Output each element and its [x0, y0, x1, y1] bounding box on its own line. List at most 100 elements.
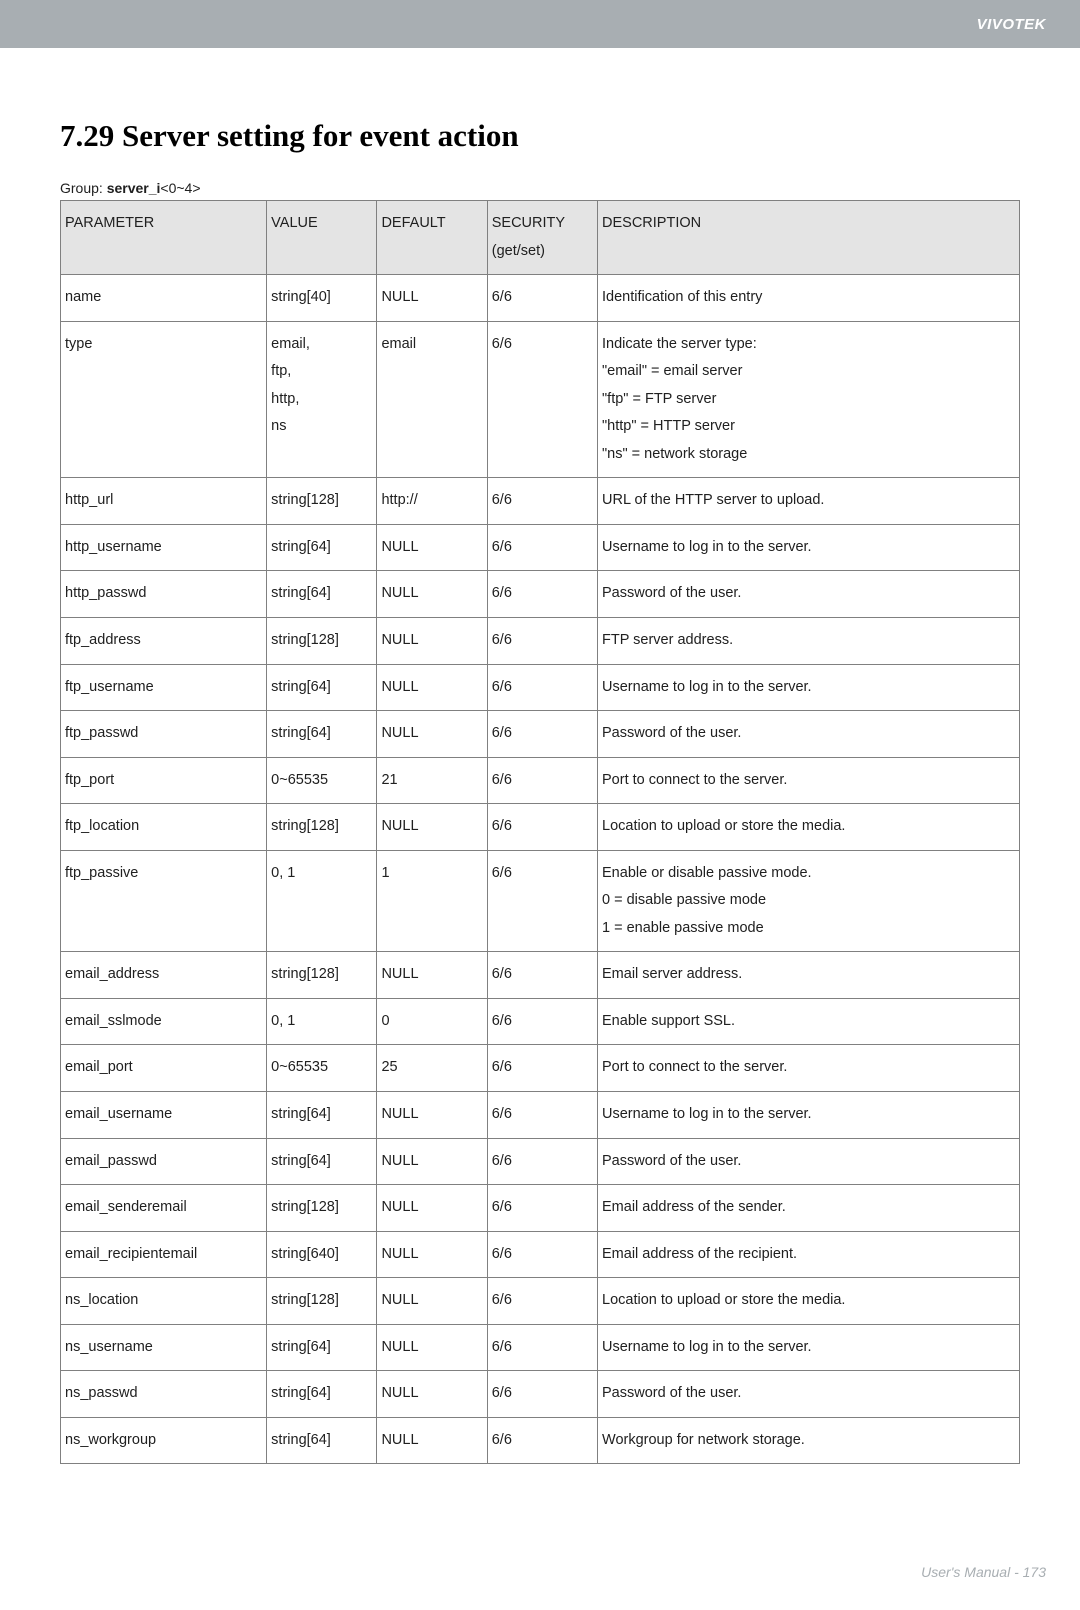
col-parameter: PARAMETER	[61, 201, 267, 275]
cell-security: 6/6	[487, 275, 597, 322]
cell-parameter: email_passwd	[61, 1138, 267, 1185]
group-name: server_i	[107, 180, 161, 196]
cell-parameter: ns_username	[61, 1324, 267, 1371]
cell-security: 6/6	[487, 1371, 597, 1418]
group-suffix: <0~4>	[160, 180, 200, 196]
cell-default: 25	[377, 1045, 487, 1092]
cell-description: FTP server address.	[598, 618, 1020, 665]
cell-description: Password of the user.	[598, 1138, 1020, 1185]
brand-label: VIVOTEK	[977, 16, 1046, 33]
cell-value: string[64]	[267, 524, 377, 571]
cell-security: 6/6	[487, 524, 597, 571]
table-body: namestring[40]NULL6/6Identification of t…	[61, 275, 1020, 1464]
cell-parameter: type	[61, 321, 267, 478]
cell-value: string[64]	[267, 1324, 377, 1371]
cell-security: 6/6	[487, 571, 597, 618]
cell-description: Enable or disable passive mode.0 = disab…	[598, 850, 1020, 952]
col-security: SECURITY(get/set)	[487, 201, 597, 275]
cell-description: Username to log in to the server.	[598, 664, 1020, 711]
cell-value: string[64]	[267, 664, 377, 711]
cell-value: string[128]	[267, 1278, 377, 1325]
cell-description: URL of the HTTP server to upload.	[598, 478, 1020, 525]
cell-default: NULL	[377, 804, 487, 851]
cell-security: 6/6	[487, 618, 597, 665]
cell-security: 6/6	[487, 1185, 597, 1232]
cell-value: 0~65535	[267, 1045, 377, 1092]
cell-parameter: ns_passwd	[61, 1371, 267, 1418]
cell-security: 6/6	[487, 1045, 597, 1092]
cell-parameter: email_senderemail	[61, 1185, 267, 1232]
table-row: http_passwdstring[64]NULL6/6Password of …	[61, 571, 1020, 618]
cell-parameter: email_sslmode	[61, 998, 267, 1045]
cell-description: Location to upload or store the media.	[598, 804, 1020, 851]
table-row: ns_usernamestring[64]NULL6/6Username to …	[61, 1324, 1020, 1371]
cell-security: 6/6	[487, 664, 597, 711]
table-row: ftp_usernamestring[64]NULL6/6Username to…	[61, 664, 1020, 711]
table-row: email_port0~65535256/6Port to connect to…	[61, 1045, 1020, 1092]
cell-default: NULL	[377, 1092, 487, 1139]
table-row: http_usernamestring[64]NULL6/6Username t…	[61, 524, 1020, 571]
cell-security: 6/6	[487, 478, 597, 525]
cell-default: NULL	[377, 1231, 487, 1278]
cell-parameter: ftp_address	[61, 618, 267, 665]
cell-description: Workgroup for network storage.	[598, 1417, 1020, 1464]
cell-security: 6/6	[487, 1138, 597, 1185]
cell-parameter: email_username	[61, 1092, 267, 1139]
table-row: email_sslmode0, 106/6Enable support SSL.	[61, 998, 1020, 1045]
cell-value: string[128]	[267, 952, 377, 999]
cell-parameter: http_username	[61, 524, 267, 571]
cell-parameter: email_recipientemail	[61, 1231, 267, 1278]
cell-description: Port to connect to the server.	[598, 1045, 1020, 1092]
cell-value: string[40]	[267, 275, 377, 322]
table-row: ns_workgroupstring[64]NULL6/6Workgroup f…	[61, 1417, 1020, 1464]
cell-parameter: ftp_username	[61, 664, 267, 711]
section-title: 7.29 Server setting for event action	[60, 118, 1020, 154]
cell-value: string[128]	[267, 1185, 377, 1232]
cell-value: string[128]	[267, 804, 377, 851]
cell-security: 6/6	[487, 850, 597, 952]
table-row: ftp_port0~65535216/6Port to connect to t…	[61, 757, 1020, 804]
cell-default: NULL	[377, 275, 487, 322]
cell-description: Password of the user.	[598, 571, 1020, 618]
table-row: email_usernamestring[64]NULL6/6Username …	[61, 1092, 1020, 1139]
table-row: namestring[40]NULL6/6Identification of t…	[61, 275, 1020, 322]
cell-parameter: name	[61, 275, 267, 322]
col-default: DEFAULT	[377, 201, 487, 275]
cell-security: 6/6	[487, 998, 597, 1045]
cell-value: string[64]	[267, 711, 377, 758]
cell-value: string[64]	[267, 1092, 377, 1139]
cell-value: email,ftp,http,ns	[267, 321, 377, 478]
col-description: DESCRIPTION	[598, 201, 1020, 275]
cell-security: 6/6	[487, 804, 597, 851]
cell-default: NULL	[377, 618, 487, 665]
cell-security: 6/6	[487, 1417, 597, 1464]
cell-default: NULL	[377, 952, 487, 999]
table-row: http_urlstring[128]http://6/6URL of the …	[61, 478, 1020, 525]
cell-value: string[128]	[267, 618, 377, 665]
cell-description: Identification of this entry	[598, 275, 1020, 322]
table-row: ftp_addressstring[128]NULL6/6FTP server …	[61, 618, 1020, 665]
cell-default: NULL	[377, 571, 487, 618]
cell-description: Email address of the recipient.	[598, 1231, 1020, 1278]
page-footer: User's Manual - 173	[0, 1524, 1080, 1610]
cell-parameter: email_address	[61, 952, 267, 999]
table-row: ftp_passive0, 116/6Enable or disable pas…	[61, 850, 1020, 952]
table-row: email_senderemailstring[128]NULL6/6Email…	[61, 1185, 1020, 1232]
header-bar: VIVOTEK	[0, 0, 1080, 48]
cell-value: string[128]	[267, 478, 377, 525]
parameter-table: PARAMETER VALUE DEFAULT SECURITY(get/set…	[60, 200, 1020, 1464]
cell-value: string[64]	[267, 1138, 377, 1185]
cell-default: email	[377, 321, 487, 478]
table-head: PARAMETER VALUE DEFAULT SECURITY(get/set…	[61, 201, 1020, 275]
cell-default: NULL	[377, 524, 487, 571]
cell-default: NULL	[377, 1417, 487, 1464]
cell-description: Enable support SSL.	[598, 998, 1020, 1045]
cell-security: 6/6	[487, 1231, 597, 1278]
cell-security: 6/6	[487, 321, 597, 478]
cell-security: 6/6	[487, 757, 597, 804]
cell-description: Password of the user.	[598, 711, 1020, 758]
table-row: ns_passwdstring[64]NULL6/6Password of th…	[61, 1371, 1020, 1418]
group-line: Group: server_i<0~4>	[60, 180, 1020, 196]
cell-default: NULL	[377, 1185, 487, 1232]
cell-description: Password of the user.	[598, 1371, 1020, 1418]
